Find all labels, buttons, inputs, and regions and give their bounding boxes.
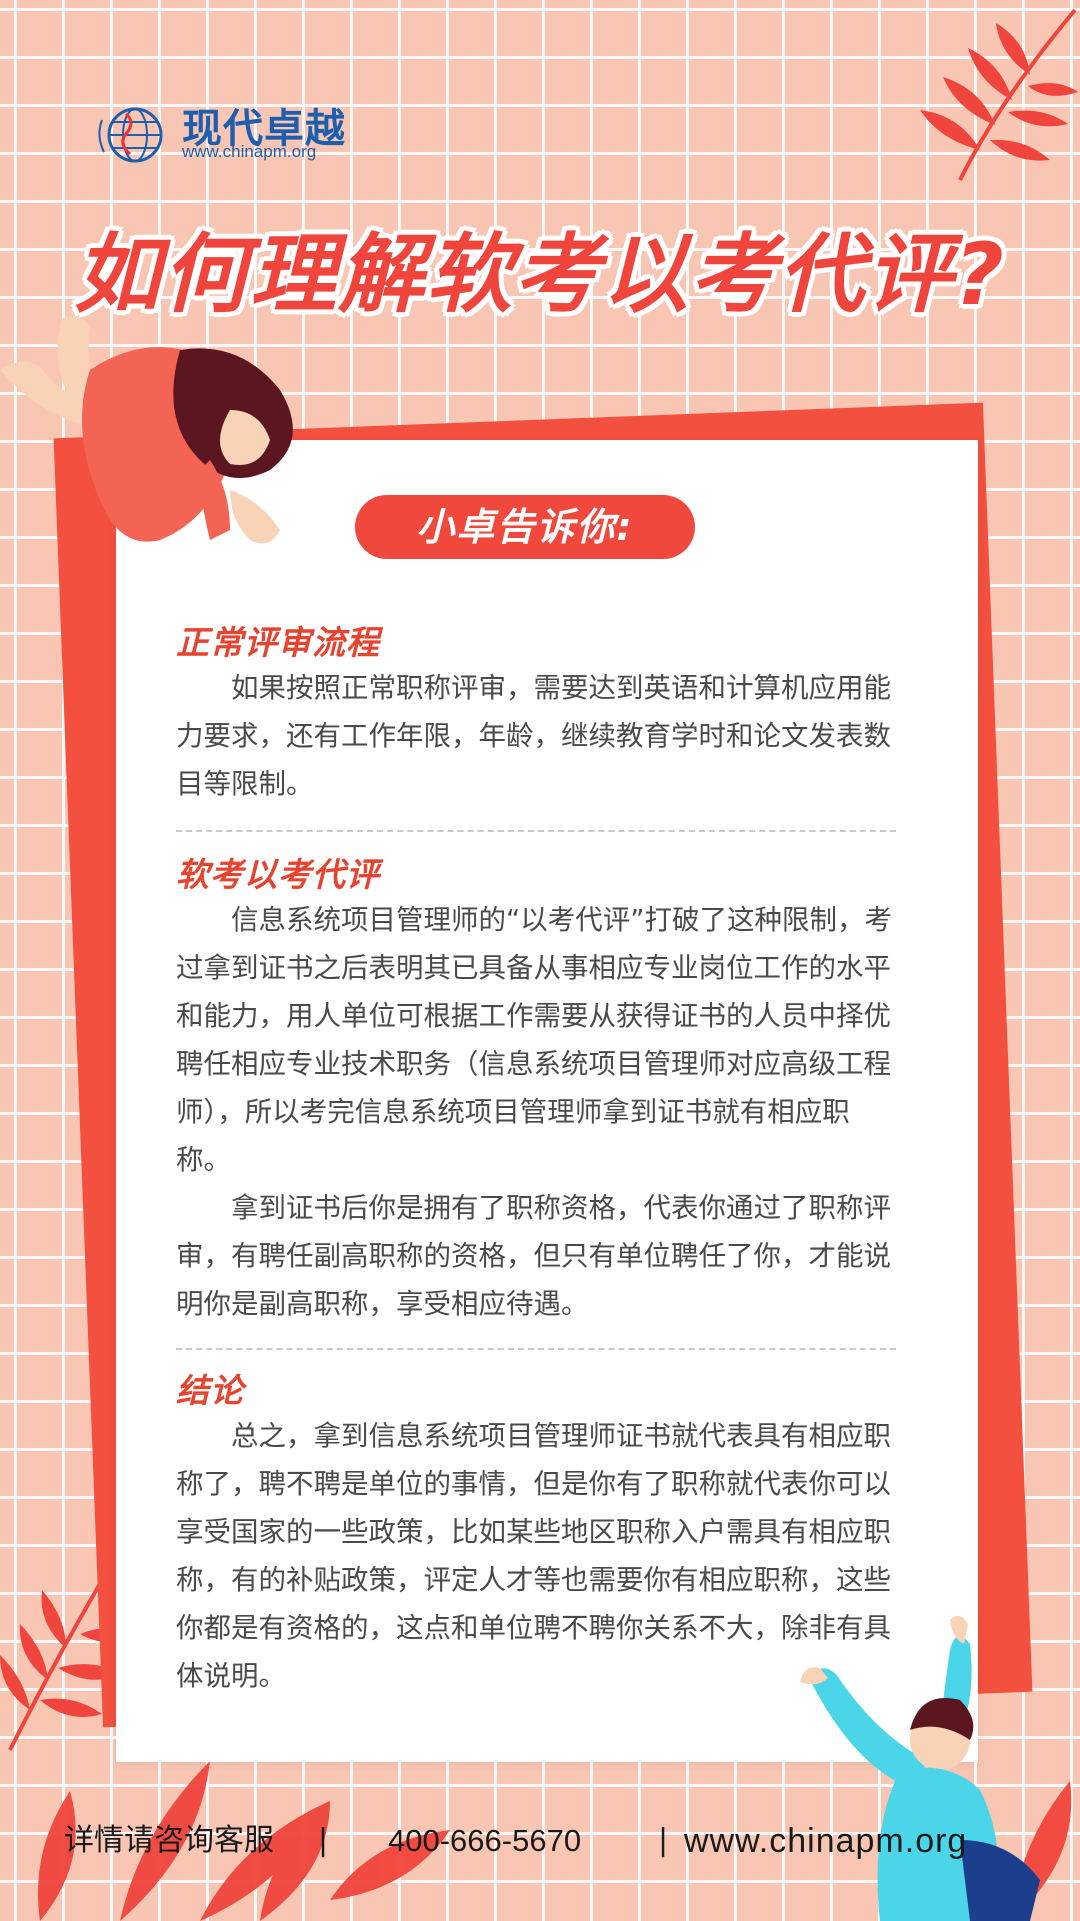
section-paragraph: 拿到证书后你是拥有了职称资格，代表你通过了职称评审，有聘任副高职称的资格，但只有… <box>176 1192 891 1320</box>
footer-separator: | <box>318 1823 329 1858</box>
company-logo: 现代卓越 www.chinapm.org <box>96 96 346 176</box>
girl-illustration <box>0 316 293 544</box>
section-divider <box>176 1348 896 1350</box>
footer-phone[interactable]: 400-666-5670 <box>388 1823 582 1858</box>
section-heading-conclusion: 结论 <box>176 1371 244 1410</box>
section-paragraph: 总之，拿到信息系统项目管理师证书就代表具有相应职称了，聘不聘是单位的事情，但是你… <box>176 1420 891 1692</box>
logo-url: www.chinapm.org <box>182 142 317 161</box>
page-title: 如何理解软考以考代评? <box>74 225 1006 325</box>
footer-contact: 详情请咨询客服 | 400-666-5670 | www.chinapm.org <box>0 1816 1080 1866</box>
logo-name: 现代卓越 <box>182 106 346 152</box>
section-heading-exam-replaces-review: 软考以考代评 <box>176 855 380 894</box>
footer-consult-text: 详情请咨询客服 <box>64 1823 274 1858</box>
leaf-decoration-bottom <box>38 1761 1072 1921</box>
footer-url[interactable]: www.chinapm.org <box>684 1822 968 1860</box>
section-divider <box>176 830 896 832</box>
section-paragraph: 如果按照正常职称评审，需要达到英语和计算机应用能力要求，还有工作年限，年龄，继续… <box>176 672 891 800</box>
leaf-decoration-top-right <box>920 8 1078 181</box>
content-card <box>116 440 978 1762</box>
section-heading-normal-review: 正常评审流程 <box>176 623 380 662</box>
boy-illustration <box>800 1615 1040 1921</box>
footer-separator: | <box>658 1823 669 1858</box>
globe-logo-icon <box>98 107 163 163</box>
section-paragraph: 信息系统项目管理师的“以考代评”打破了这种限制，考过拿到证书之后表明其已具备从事… <box>176 904 892 1176</box>
intro-badge: 小卓告诉你: <box>355 495 695 559</box>
